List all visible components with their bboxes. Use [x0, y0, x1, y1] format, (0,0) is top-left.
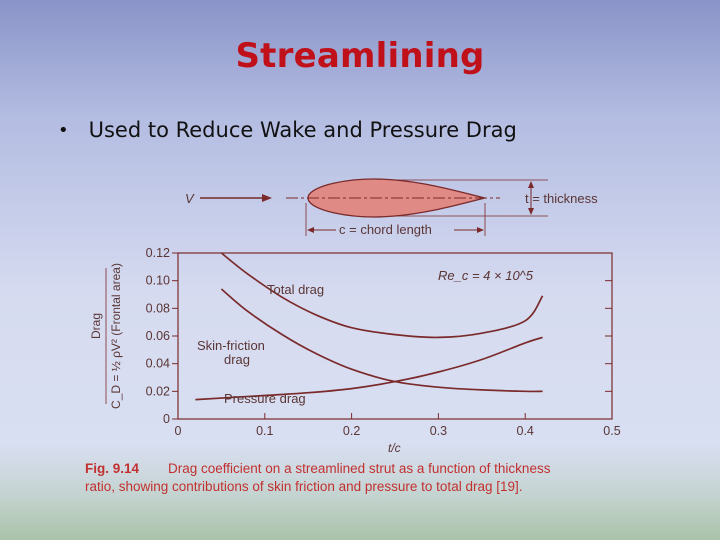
x-tick-label: 0.2: [343, 424, 360, 438]
pressure-drag-curve: [195, 336, 543, 401]
plot-curves: [195, 252, 544, 401]
pressure-drag-label: Pressure drag: [224, 391, 306, 406]
velocity-label: V: [185, 191, 195, 206]
thickness-label: t = thickness: [525, 191, 598, 206]
skin-friction-label-line1: Skin-friction: [197, 338, 265, 353]
x-axis: 0 0.1 0.2 0.3 0.4 0.5: [175, 413, 621, 438]
velocity-arrowhead-icon: [262, 194, 272, 202]
bullet-icon: •: [58, 119, 69, 141]
chord-label: c = chord length: [339, 222, 432, 237]
x-tick-label: 0.1: [256, 424, 273, 438]
x-tick-label: 0.5: [603, 424, 620, 438]
airfoil-diagram: V t = thickness c = chord length: [185, 178, 598, 237]
bullet-text: Used to Reduce Wake and Pressure Drag: [88, 118, 517, 142]
y-axis: 0 0.02 0.04 0.06 0.08 0.10 0.12: [146, 246, 612, 426]
y-axis-label-bottom: C_D = ½ ρV² (Frontal area): [109, 263, 123, 409]
total-drag-curve: [220, 252, 544, 339]
y-axis-label-top: Drag: [89, 313, 103, 339]
slide-title: Streamlining: [235, 36, 485, 76]
y-tick-label: 0.12: [146, 246, 170, 260]
x-axis-title: t/c: [388, 441, 401, 455]
caption-number: Fig. 9.14: [85, 461, 140, 476]
y-axis-label: Drag C_D = ½ ρV² (Frontal area): [89, 263, 123, 409]
x-tick-label: 0: [175, 424, 182, 438]
y-tick-label: 0.10: [146, 274, 170, 288]
reynolds-label: Re_c = 4 × 10^5: [438, 268, 534, 283]
bullet-item: • Used to Reduce Wake and Pressure Drag: [58, 118, 517, 142]
caption-line-2: ratio, showing contributions of skin fri…: [85, 479, 522, 494]
y-tick-label: 0.04: [146, 357, 170, 371]
chord-arrow-right-icon: [477, 227, 484, 233]
y-tick-label: 0.06: [146, 329, 170, 343]
thickness-arrow-up-icon: [528, 181, 534, 188]
y-tick-label: 0.08: [146, 301, 170, 315]
thickness-arrow-down-icon: [528, 208, 534, 215]
skin-friction-drag-curve: [220, 288, 543, 393]
y-tick-label: 0.02: [146, 384, 170, 398]
y-tick-label: 0: [163, 412, 170, 426]
x-tick-label: 0.4: [517, 424, 534, 438]
caption-line-1: Drag coefficient on a streamlined strut …: [168, 461, 551, 476]
skin-friction-label-line2: drag: [224, 352, 250, 367]
x-tick-label: 0.3: [430, 424, 447, 438]
chord-arrow-left-icon: [307, 227, 314, 233]
total-drag-label: Total drag: [267, 282, 324, 297]
